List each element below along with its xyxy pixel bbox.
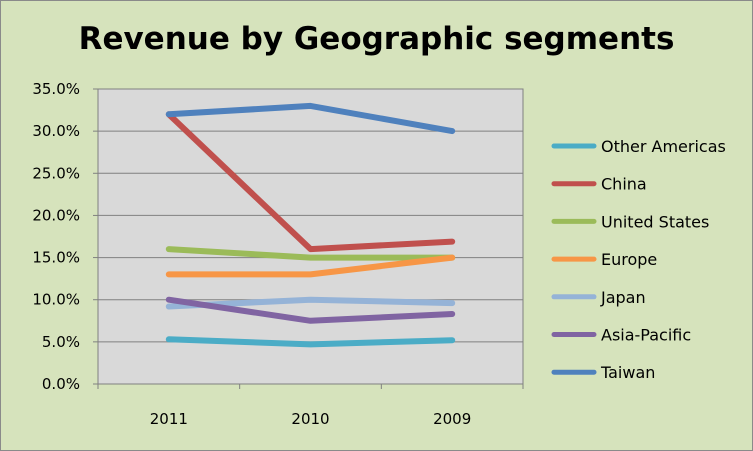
y-tick-label: 30.0%	[32, 122, 80, 140]
legend-label-europe: Europe	[601, 250, 657, 269]
series-line-europe	[165, 254, 456, 278]
series-lines	[165, 102, 456, 348]
y-tick-label: 5.0%	[42, 333, 80, 351]
legend-label-china: China	[601, 175, 647, 194]
plot-area	[97, 88, 524, 385]
x-tick-label: 2011	[150, 410, 188, 428]
legend-label-other-americas: Other Americas	[601, 137, 726, 156]
legend-label-japan: Japan	[600, 288, 646, 307]
legend-label-united-states: United States	[601, 212, 709, 231]
y-tick-label: 35.0%	[32, 80, 80, 98]
y-tick-label: 25.0%	[32, 164, 80, 182]
x-tick-label: 2010	[291, 410, 329, 428]
series-line-united-states	[165, 246, 456, 261]
series-line-asia-pacific	[165, 296, 456, 324]
series-line-taiwan	[165, 102, 456, 135]
series-line-china	[165, 111, 456, 253]
legend-label-asia-pacific: Asia-Pacific	[601, 326, 691, 345]
chart-title: Revenue by Geographic segments	[78, 21, 675, 57]
x-axis: 2011 2010 2009	[97, 384, 524, 428]
legend: Other Americas China United States Europe Ja…	[551, 137, 726, 382]
y-tick-label: 20.0%	[32, 206, 80, 224]
y-tick-label: 15.0%	[32, 249, 80, 267]
y-axis: 0.0% 5.0% 10.0% 15.0% 20.0% 25.0% 30.0% 35.0%	[32, 80, 98, 393]
series-line-other-americas	[165, 336, 456, 348]
x-tick-label: 2009	[433, 410, 471, 428]
legend-label-taiwan: Taiwan	[600, 363, 655, 382]
y-tick-label: 10.0%	[32, 291, 80, 309]
y-tick-label: 0.0%	[42, 375, 80, 393]
